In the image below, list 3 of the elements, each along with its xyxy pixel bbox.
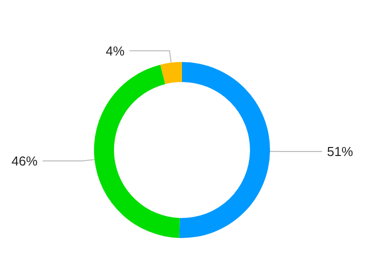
data-label: 4% (106, 43, 126, 58)
data-label: 51% (326, 144, 354, 160)
data-label: 46% (12, 153, 38, 168)
